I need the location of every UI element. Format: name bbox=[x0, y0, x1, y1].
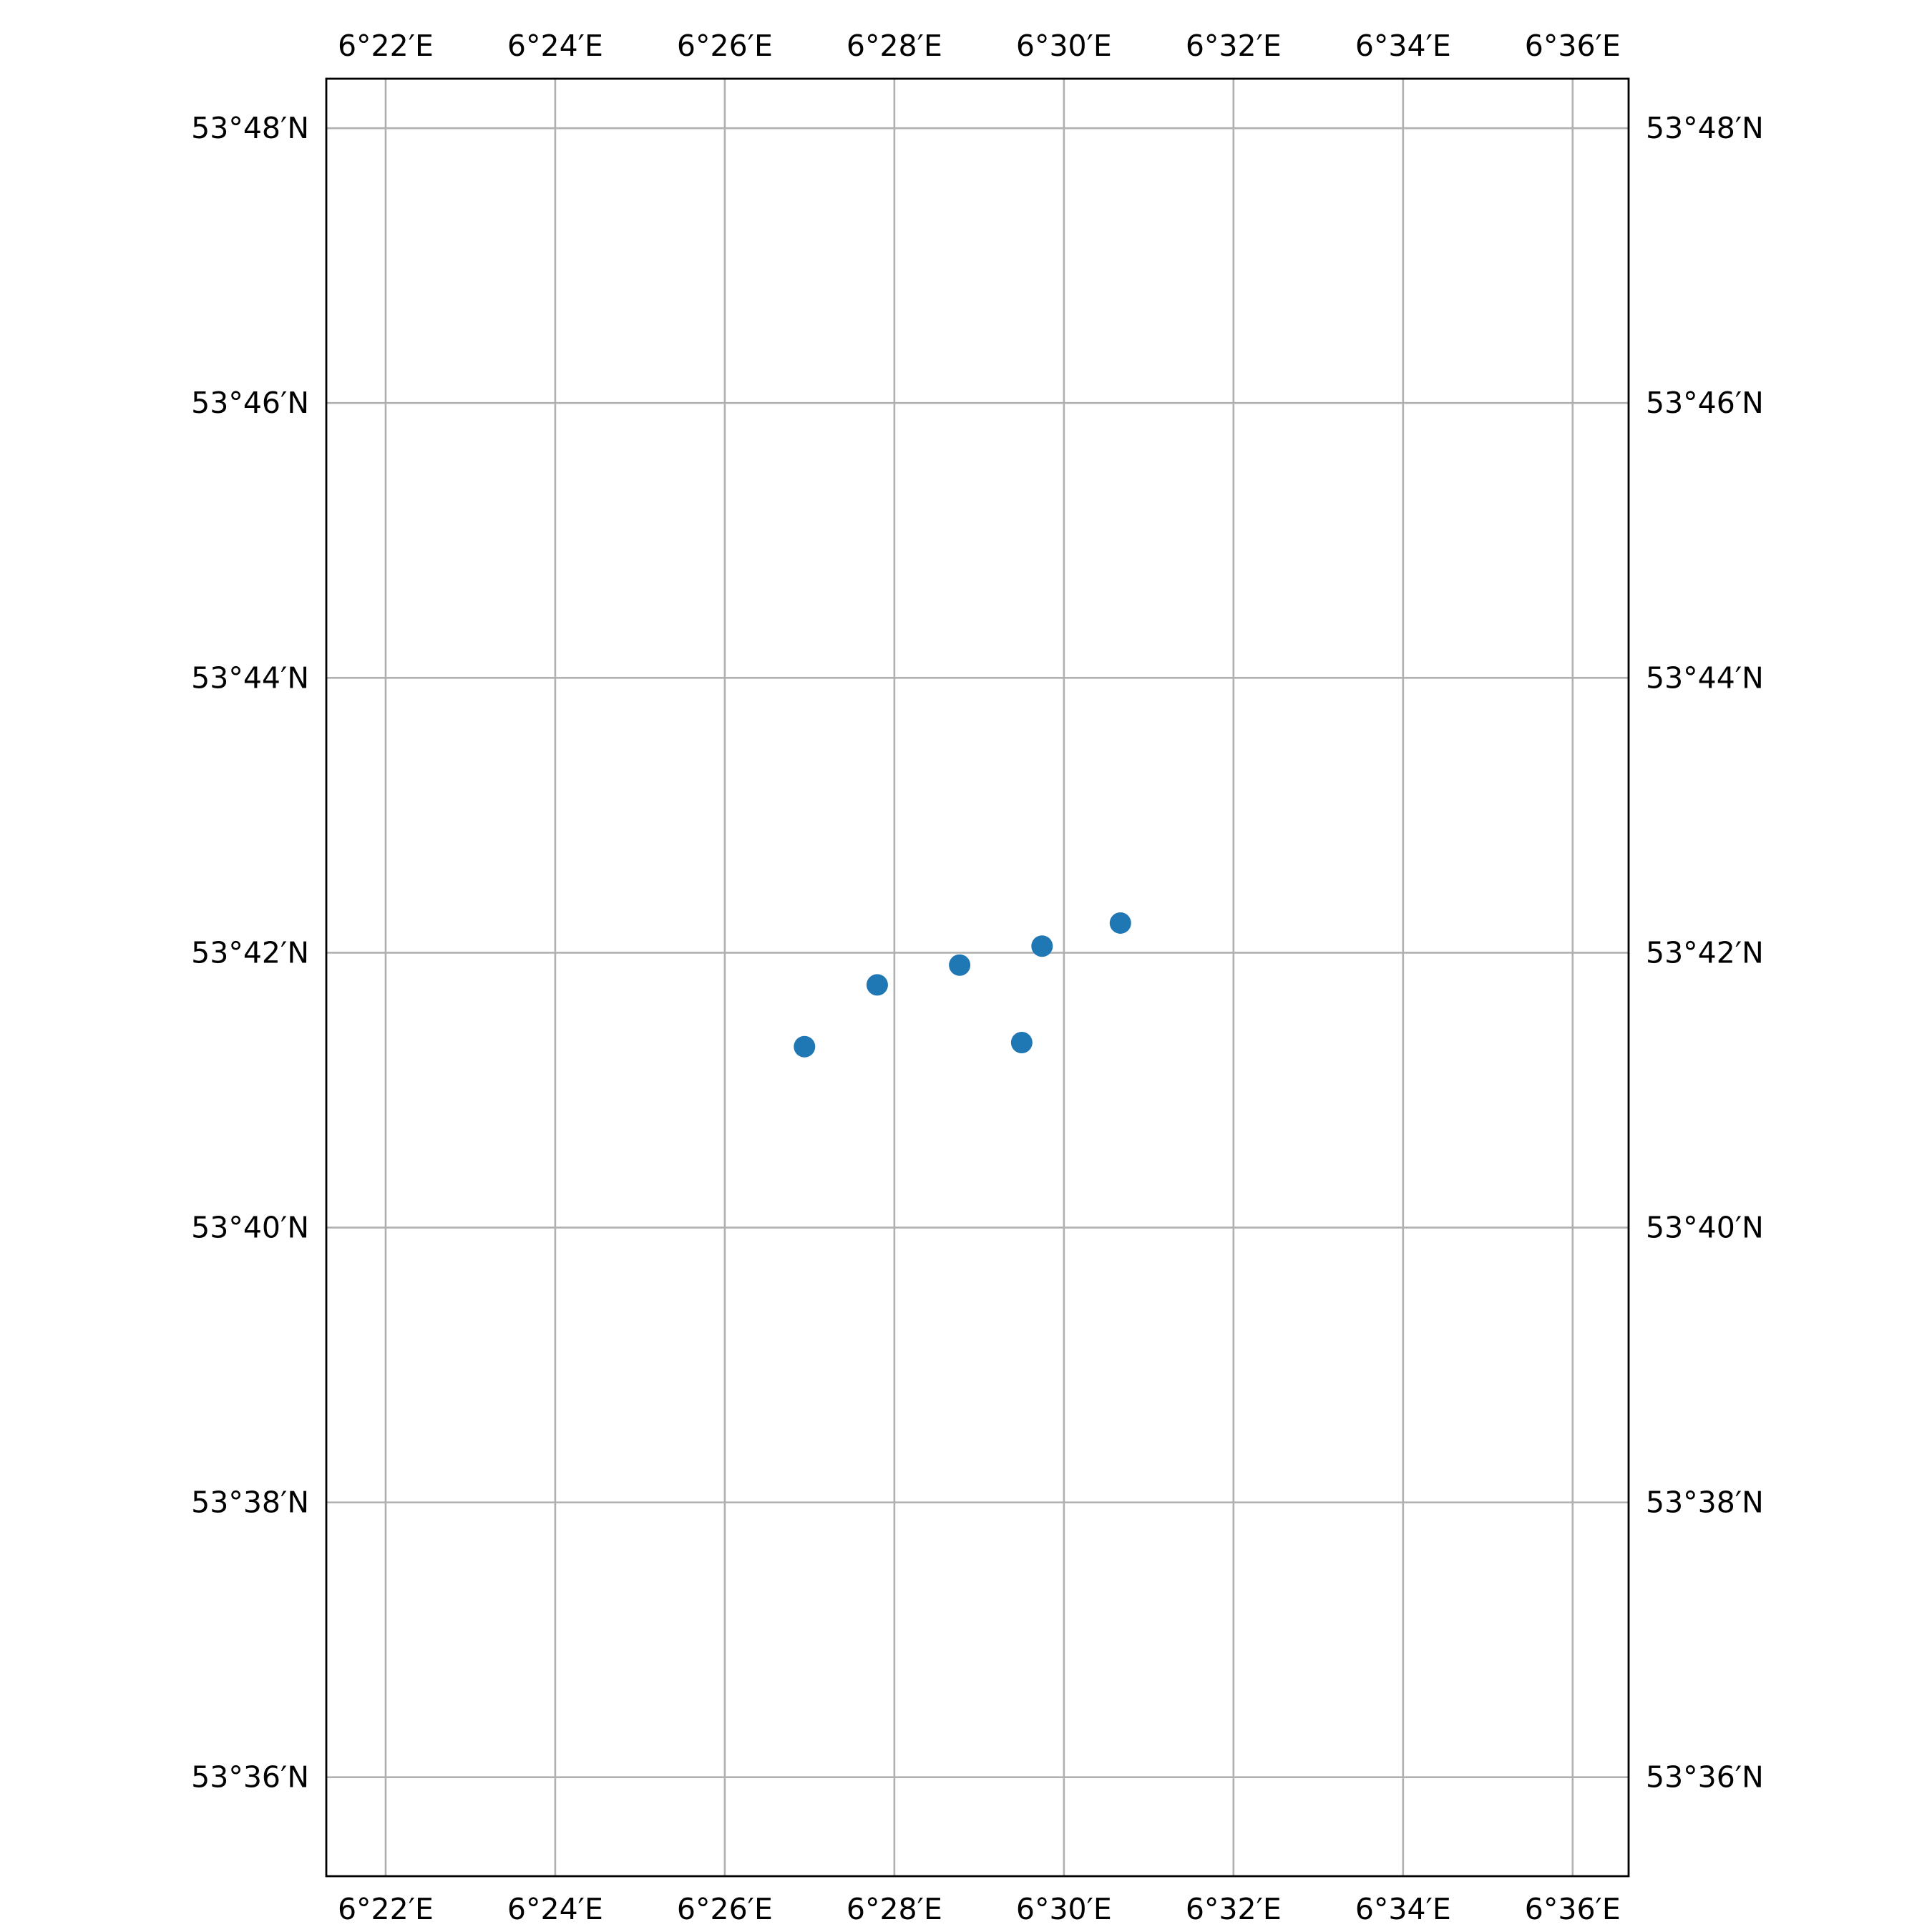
graticule bbox=[326, 79, 1629, 1876]
lon-label-top: 6°26′E bbox=[677, 29, 773, 63]
lat-label-left: 53°38′N bbox=[191, 1485, 309, 1520]
lat-label-left: 53°44′N bbox=[191, 660, 309, 695]
lat-label-right: 53°42′N bbox=[1646, 935, 1764, 970]
left-latitude-labels: 53°48′N 53°46′N 53°44′N 53°42′N 53°40′N 53°38… bbox=[191, 111, 309, 1795]
lat-label-right: 53°36′N bbox=[1646, 1760, 1764, 1795]
lon-label-top: 6°34′E bbox=[1355, 29, 1451, 63]
lon-label-bottom: 6°34′E bbox=[1355, 1892, 1451, 1926]
lon-label-bottom: 6°30′E bbox=[1016, 1892, 1112, 1926]
lon-label-top: 6°30′E bbox=[1016, 29, 1112, 63]
data-point bbox=[1031, 935, 1053, 957]
data-point bbox=[866, 974, 888, 996]
lat-label-left: 53°46′N bbox=[191, 386, 309, 420]
lon-label-bottom: 6°26′E bbox=[677, 1892, 773, 1926]
lat-label-right: 53°44′N bbox=[1646, 660, 1764, 695]
data-points bbox=[794, 912, 1131, 1058]
lat-label-right: 53°48′N bbox=[1646, 111, 1764, 145]
lat-label-left: 53°48′N bbox=[191, 111, 309, 145]
lat-label-right: 53°40′N bbox=[1646, 1211, 1764, 1245]
lat-label-left: 53°36′N bbox=[191, 1760, 309, 1795]
data-point bbox=[949, 954, 971, 976]
lon-label-bottom: 6°22′E bbox=[338, 1892, 434, 1926]
lon-label-bottom: 6°36′E bbox=[1525, 1892, 1621, 1926]
lon-label-bottom: 6°28′E bbox=[847, 1892, 942, 1926]
data-point bbox=[1010, 1032, 1033, 1054]
lon-label-top: 6°24′E bbox=[507, 29, 603, 63]
lat-label-left: 53°40′N bbox=[191, 1211, 309, 1245]
top-longitude-labels: 6°22′E 6°24′E 6°26′E 6°28′E 6°30′E 6°32′E 6°34… bbox=[338, 29, 1621, 63]
lon-label-top: 6°36′E bbox=[1525, 29, 1621, 63]
lon-label-bottom: 6°24′E bbox=[507, 1892, 603, 1926]
map-frame bbox=[325, 77, 1630, 1878]
lat-label-right: 53°38′N bbox=[1646, 1485, 1764, 1520]
lon-label-top: 6°22′E bbox=[338, 29, 434, 63]
data-point bbox=[794, 1035, 816, 1058]
right-latitude-labels: 53°48′N 53°46′N 53°44′N 53°42′N 53°40′N 53°38… bbox=[1646, 111, 1764, 1795]
lat-label-right: 53°46′N bbox=[1646, 386, 1764, 420]
lat-label-left: 53°42′N bbox=[191, 935, 309, 970]
data-point bbox=[1109, 912, 1131, 934]
lon-label-top: 6°32′E bbox=[1186, 29, 1282, 63]
lon-label-bottom: 6°32′E bbox=[1186, 1892, 1282, 1926]
bottom-longitude-labels: 6°22′E 6°24′E 6°26′E 6°28′E 6°30′E 6°32′E 6°34… bbox=[338, 1892, 1621, 1926]
lon-label-top: 6°28′E bbox=[847, 29, 942, 63]
